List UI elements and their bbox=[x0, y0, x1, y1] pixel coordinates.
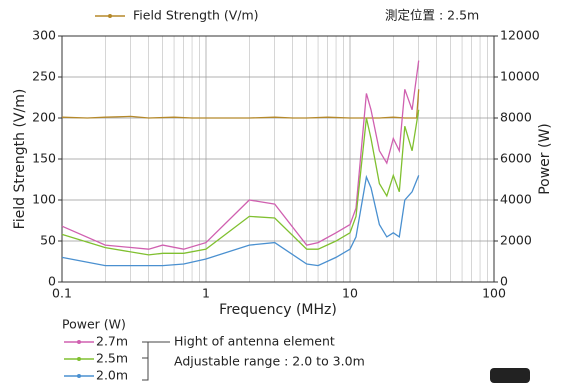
y2-tick-label: 6000 bbox=[500, 151, 532, 166]
x-tick-label: 1 bbox=[202, 286, 210, 301]
y2-tick-label: 2000 bbox=[500, 233, 532, 248]
y-tick-label: 150 bbox=[32, 151, 56, 166]
x-tick-label: 10 bbox=[342, 286, 358, 301]
device-photo bbox=[490, 368, 530, 383]
bracket bbox=[142, 341, 170, 381]
legend-label: 2.7m bbox=[96, 334, 128, 349]
y2-tick-label: 4000 bbox=[500, 192, 532, 207]
data-line bbox=[61, 89, 420, 119]
y-tick-label: 100 bbox=[32, 192, 56, 207]
x-tick-label: 100 bbox=[482, 286, 506, 301]
legend-label: 2.5m bbox=[96, 351, 128, 366]
y2-axis-title: Power (W) bbox=[537, 123, 553, 195]
x-axis-title: Frequency (MHz) bbox=[219, 302, 337, 318]
plot-frame bbox=[61, 35, 495, 283]
y2-tick-label: 8000 bbox=[500, 110, 532, 125]
legend-title: Power (W) bbox=[62, 317, 126, 332]
x-tick-label: 0.1 bbox=[52, 286, 72, 301]
y-tick-label: 250 bbox=[32, 69, 56, 84]
legend-marker bbox=[77, 374, 81, 378]
data-line bbox=[61, 109, 420, 256]
data-line bbox=[61, 174, 420, 267]
annotation: 測定位置 : 2.5m bbox=[385, 8, 479, 23]
y-tick-label: 50 bbox=[40, 233, 56, 248]
y2-tick-label: 12000 bbox=[500, 28, 540, 43]
y-tick-label: 200 bbox=[32, 110, 56, 125]
y2-tick-label: 0 bbox=[500, 274, 508, 289]
legend-marker bbox=[77, 357, 81, 361]
y2-tick-label: 10000 bbox=[500, 69, 540, 84]
y-tick-label: 300 bbox=[32, 28, 56, 43]
data-line bbox=[61, 60, 420, 250]
legend-marker bbox=[108, 14, 112, 18]
y-tick-label: 0 bbox=[48, 274, 56, 289]
y-axis-title: Field Strength (V/m) bbox=[12, 89, 28, 230]
legend-label: 2.0m bbox=[96, 368, 128, 383]
bracket-label: Hight of antenna element bbox=[174, 334, 335, 349]
legend-marker bbox=[77, 340, 81, 344]
legend-label: Field Strength (V/m) bbox=[133, 8, 259, 23]
bracket-note: Adjustable range : 2.0 to 3.0m bbox=[174, 354, 365, 369]
